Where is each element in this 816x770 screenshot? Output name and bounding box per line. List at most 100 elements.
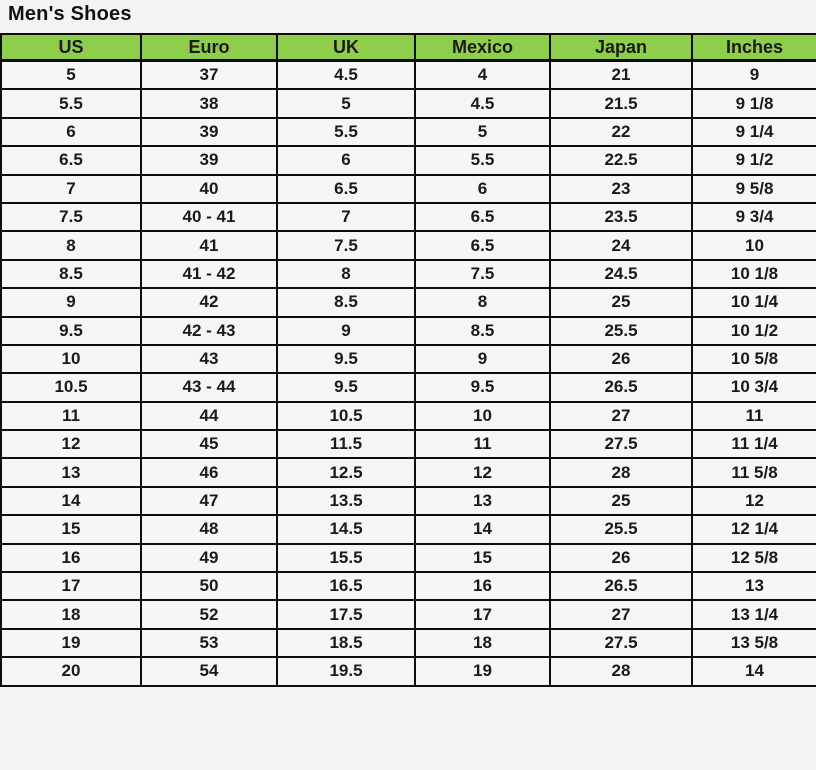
cell-japan: 25 [549,287,693,318]
table-row: 5.5 38 5 4.5 21.5 9 1/8 [0,88,816,119]
cell-inches: 9 3/4 [691,201,816,233]
cell-inches: 10 1/8 [691,258,816,290]
table-row: 8.5 41 - 42 8 7.5 24.5 10 1/8 [0,258,816,290]
table-row: 6 39 5.5 5 22 9 1/4 [0,116,816,148]
table-row: 18 52 17.5 17 27 13 1/4 [0,599,816,630]
cell-mexico: 6.5 [414,230,551,261]
cell-japan: 26.5 [549,372,693,403]
table-row: 12 45 11.5 11 27.5 11 1/4 [0,429,816,460]
column-header-us: US [0,33,142,62]
cell-uk: 9 [276,315,416,346]
cell-euro: 43 [140,343,278,375]
cell-euro: 46 [140,457,278,488]
cell-euro: 38 [140,88,278,119]
cell-euro: 48 [140,514,278,545]
table-row: 19 53 18.5 18 27.5 13 5/8 [0,627,816,659]
cell-euro: 50 [140,571,278,602]
cell-mexico: 6 [414,173,551,204]
cell-japan: 21.5 [549,88,693,119]
cell-uk: 11.5 [276,429,416,460]
cell-mexico: 9 [414,343,551,375]
cell-mexico: 6.5 [414,201,551,233]
column-header-mexico: Mexico [414,33,551,62]
cell-japan: 28 [549,457,693,488]
cell-mexico: 4.5 [414,88,551,119]
cell-euro: 41 - 42 [140,258,278,290]
cell-uk: 9.5 [276,343,416,375]
cell-euro: 40 - 41 [140,201,278,233]
cell-euro: 53 [140,627,278,659]
cell-japan: 23 [549,173,693,204]
cell-uk: 5.5 [276,116,416,148]
cell-mexico: 13 [414,485,551,517]
cell-uk: 5 [276,88,416,119]
cell-us: 15 [0,514,142,545]
cell-inches: 12 [691,485,816,517]
table-row: 20 54 19.5 19 28 14 [0,656,816,687]
cell-uk: 8.5 [276,287,416,318]
cell-uk: 8 [276,258,416,290]
cell-us: 19 [0,627,142,659]
cell-euro: 47 [140,485,278,517]
table-header-row: US Euro UK Mexico Japan Inches [0,33,816,62]
cell-euro: 44 [140,400,278,432]
table-row: 6.5 39 6 5.5 22.5 9 1/2 [0,145,816,176]
table-row: 8 41 7.5 6.5 24 10 [0,230,816,261]
cell-japan: 23.5 [549,201,693,233]
cell-us: 11 [0,400,142,432]
cell-us: 10 [0,343,142,375]
cell-inches: 10 5/8 [691,343,816,375]
cell-us: 8.5 [0,258,142,290]
cell-us: 6.5 [0,145,142,176]
cell-uk: 7.5 [276,230,416,261]
cell-euro: 37 [140,59,278,91]
cell-inches: 9 5/8 [691,173,816,204]
cell-euro: 40 [140,173,278,204]
column-header-uk: UK [276,33,416,62]
cell-uk: 12.5 [276,457,416,488]
cell-us: 6 [0,116,142,148]
table-row: 10.5 43 - 44 9.5 9.5 26.5 10 3/4 [0,372,816,403]
table-row: 16 49 15.5 15 26 12 5/8 [0,542,816,574]
cell-mexico: 8.5 [414,315,551,346]
cell-euro: 39 [140,116,278,148]
cell-euro: 54 [140,656,278,687]
cell-uk: 6.5 [276,173,416,204]
cell-mexico: 12 [414,457,551,488]
cell-us: 8 [0,230,142,261]
cell-japan: 25.5 [549,315,693,346]
cell-us: 9.5 [0,315,142,346]
cell-inches: 14 [691,656,816,687]
cell-japan: 25 [549,485,693,517]
table-row: 9 42 8.5 8 25 10 1/4 [0,287,816,318]
cell-inches: 11 1/4 [691,429,816,460]
cell-mexico: 17 [414,599,551,630]
cell-mexico: 16 [414,571,551,602]
cell-inches: 9 1/4 [691,116,816,148]
cell-inches: 12 1/4 [691,514,816,545]
cell-us: 17 [0,571,142,602]
cell-japan: 28 [549,656,693,687]
cell-uk: 7 [276,201,416,233]
table-row: 17 50 16.5 16 26.5 13 [0,571,816,602]
cell-mexico: 10 [414,400,551,432]
cell-us: 12 [0,429,142,460]
column-header-japan: Japan [549,33,693,62]
cell-inches: 13 5/8 [691,627,816,659]
cell-euro: 45 [140,429,278,460]
cell-us: 5 [0,59,142,91]
cell-inches: 11 5/8 [691,457,816,488]
cell-mexico: 19 [414,656,551,687]
cell-us: 18 [0,599,142,630]
cell-euro: 41 [140,230,278,261]
cell-inches: 9 1/8 [691,88,816,119]
cell-inches: 10 3/4 [691,372,816,403]
cell-japan: 27.5 [549,429,693,460]
cell-us: 20 [0,656,142,687]
cell-inches: 9 [691,59,816,91]
cell-euro: 42 - 43 [140,315,278,346]
cell-inches: 10 [691,230,816,261]
cell-us: 5.5 [0,88,142,119]
cell-inches: 10 1/4 [691,287,816,318]
